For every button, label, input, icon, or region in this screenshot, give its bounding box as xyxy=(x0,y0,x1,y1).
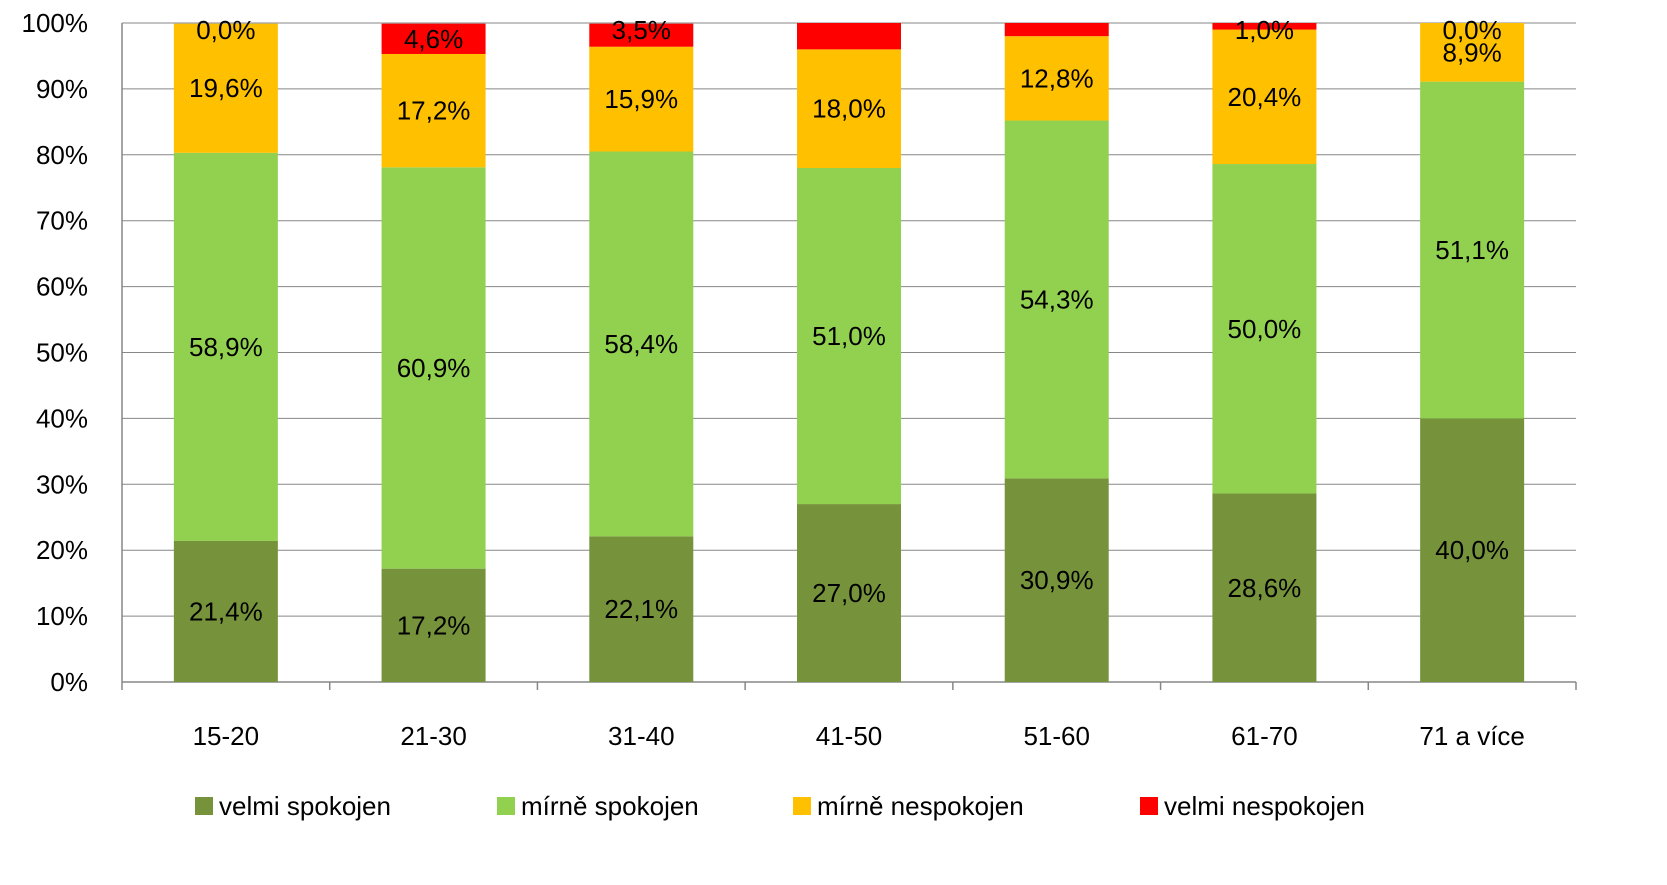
bar-segment xyxy=(1420,81,1525,419)
data-label: 21,4% xyxy=(189,596,263,626)
data-label: 50,0% xyxy=(1228,314,1302,344)
bar-segment xyxy=(1212,164,1317,494)
data-label: 3,5% xyxy=(612,15,671,45)
y-tick-label: 10% xyxy=(36,601,88,631)
data-label: 18,0% xyxy=(812,94,886,124)
x-tick-label: 41-50 xyxy=(816,721,883,751)
data-label: 58,4% xyxy=(604,329,678,359)
bar-segment xyxy=(173,152,278,541)
bar-segment xyxy=(797,504,901,682)
bar-segment xyxy=(589,46,694,152)
data-label: 27,0% xyxy=(812,578,886,608)
bar-segment xyxy=(173,540,278,682)
bar-segment xyxy=(589,151,694,537)
y-tick-label: 80% xyxy=(36,140,88,170)
bar-segment xyxy=(1004,36,1109,121)
bar-segment xyxy=(381,23,486,54)
data-label: 30,9% xyxy=(1020,565,1094,595)
legend-swatch xyxy=(1140,797,1158,815)
bar-segment xyxy=(797,23,901,50)
bar-segment xyxy=(1212,23,1317,30)
x-tick-label: 15-20 xyxy=(193,721,260,751)
y-tick-label: 60% xyxy=(36,272,88,302)
legend-swatch xyxy=(195,797,213,815)
x-tick-label: 31-40 xyxy=(608,721,675,751)
data-label: 58,9% xyxy=(189,332,263,362)
bar-segment xyxy=(381,167,486,569)
y-tick-label: 70% xyxy=(36,206,88,236)
data-label: 12,8% xyxy=(1020,63,1094,93)
data-label: 0,0% xyxy=(1443,15,1502,45)
bar-segment xyxy=(1004,23,1109,37)
legend-label: mírně spokojen xyxy=(521,791,699,821)
legend-label: mírně nespokojen xyxy=(817,791,1024,821)
y-tick-label: 40% xyxy=(36,403,88,433)
bar-segment xyxy=(173,23,278,153)
x-tick-label: 21-30 xyxy=(400,721,467,751)
data-label: 60,9% xyxy=(397,353,471,383)
data-label: 0,0% xyxy=(196,15,255,45)
data-label: 15,9% xyxy=(604,84,678,114)
y-tick-label: 30% xyxy=(36,469,88,499)
y-tick-label: 0% xyxy=(50,667,88,697)
data-label: 17,2% xyxy=(397,96,471,126)
bar-segment xyxy=(381,53,486,168)
bar-segment xyxy=(1212,493,1317,682)
y-tick-label: 90% xyxy=(36,74,88,104)
data-label: 54,3% xyxy=(1020,284,1094,314)
bar-segment xyxy=(1420,418,1525,682)
data-label: 1,0% xyxy=(1235,15,1294,45)
data-label: 51,1% xyxy=(1435,235,1509,265)
x-tick-label: 61-70 xyxy=(1231,721,1298,751)
data-label: 8,9% xyxy=(1443,37,1502,67)
x-tick-label: 71 a více xyxy=(1419,721,1525,751)
bar-segment xyxy=(589,536,694,682)
data-label: 28,6% xyxy=(1228,573,1302,603)
data-label: 19,6% xyxy=(189,73,263,103)
data-label: 20,4% xyxy=(1228,82,1302,112)
y-tick-label: 50% xyxy=(36,338,88,368)
data-label: 40,0% xyxy=(1435,535,1509,565)
y-tick-label: 20% xyxy=(36,535,88,565)
bar-segment xyxy=(589,23,694,47)
data-label: 51,0% xyxy=(812,321,886,351)
y-tick-label: 100% xyxy=(22,8,89,38)
legend-swatch xyxy=(793,797,811,815)
bar-segment xyxy=(1212,29,1317,165)
data-label: 4,6% xyxy=(404,24,463,54)
bar-segment xyxy=(1420,23,1525,82)
data-label: 22,1% xyxy=(604,594,678,624)
data-label: 17,2% xyxy=(397,610,471,640)
bar-segment xyxy=(1004,120,1109,479)
legend-label: velmi nespokojen xyxy=(1164,791,1365,821)
bar-segment xyxy=(1004,478,1109,682)
bar-segment xyxy=(797,167,901,505)
x-tick-label: 51-60 xyxy=(1023,721,1090,751)
bar-segment xyxy=(381,568,486,682)
legend-label: velmi spokojen xyxy=(219,791,391,821)
legend-swatch xyxy=(497,797,515,815)
bar-segment xyxy=(797,49,901,168)
